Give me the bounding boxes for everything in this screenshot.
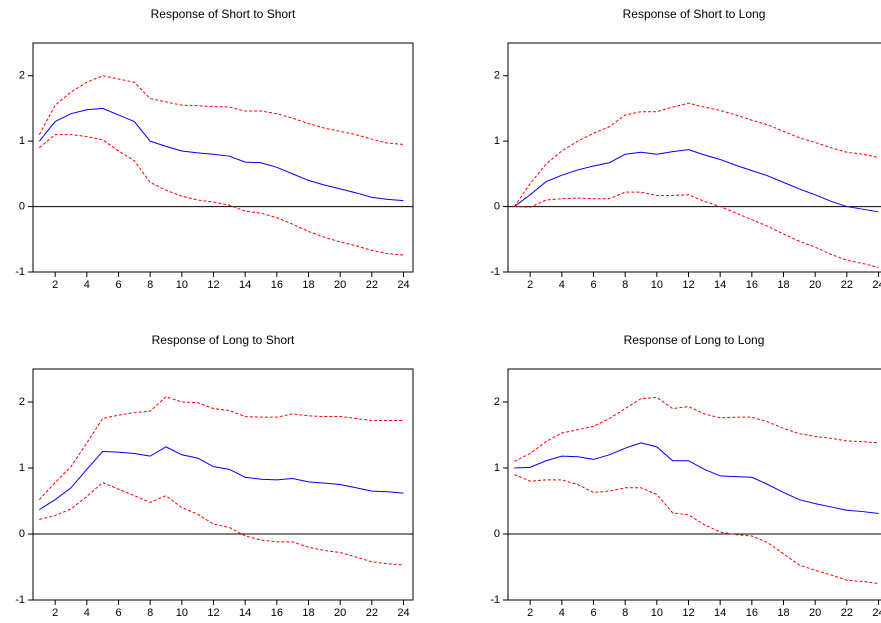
x-tick-label: 20 xyxy=(809,607,821,619)
x-tick-label: 20 xyxy=(334,607,346,619)
x-tick-label: 24 xyxy=(397,279,409,291)
x-tick-label: 8 xyxy=(147,607,153,619)
y-tick-label: 2 xyxy=(19,396,25,408)
x-tick-label: 6 xyxy=(115,607,121,619)
x-tick-label: 14 xyxy=(239,607,251,619)
y-tick-label: 2 xyxy=(494,396,500,408)
x-tick-label: 14 xyxy=(714,279,726,291)
response-line xyxy=(514,442,879,515)
y-tick-label: 2 xyxy=(19,70,25,82)
x-tick-label: 16 xyxy=(271,279,283,291)
plot-frame xyxy=(32,42,414,273)
chart-title: Response of Long to Long xyxy=(624,333,765,347)
y-tick-label: 1 xyxy=(19,462,25,474)
band-line xyxy=(514,474,879,584)
x-tick-label: 22 xyxy=(366,279,378,291)
y-tick-label: 1 xyxy=(19,135,25,147)
y-tick-label: -1 xyxy=(15,594,25,606)
plot-frame xyxy=(32,368,414,601)
y-tick-label: -1 xyxy=(15,266,25,278)
x-tick-label: 10 xyxy=(651,279,663,291)
x-tick-label: 18 xyxy=(777,279,789,291)
plot-frame xyxy=(507,368,881,601)
response-line xyxy=(39,446,404,511)
y-tick-label: -1 xyxy=(490,266,500,278)
y-tick-label: 0 xyxy=(19,528,25,540)
x-tick-label: 2 xyxy=(527,607,533,619)
x-tick-label: 24 xyxy=(397,607,409,619)
x-tick-label: 6 xyxy=(590,279,596,291)
x-tick-label: 4 xyxy=(559,279,565,291)
x-tick-label: 10 xyxy=(176,607,188,619)
band-line xyxy=(514,396,879,462)
x-tick-label: 6 xyxy=(590,607,596,619)
response-line xyxy=(38,107,404,202)
x-tick-label: 2 xyxy=(52,279,58,291)
x-tick-label: 12 xyxy=(682,607,694,619)
x-tick-label: 22 xyxy=(841,279,853,291)
x-tick-label: 18 xyxy=(302,279,314,291)
x-tick-label: 16 xyxy=(271,607,283,619)
x-tick-label: 24 xyxy=(872,279,881,291)
x-tick-label: 22 xyxy=(841,607,853,619)
y-tick-label: 1 xyxy=(494,135,500,147)
x-tick-label: 8 xyxy=(622,607,628,619)
x-tick-label: 14 xyxy=(714,607,726,619)
x-tick-label: 2 xyxy=(527,279,533,291)
x-tick-label: 18 xyxy=(302,607,314,619)
band-line xyxy=(39,134,404,256)
band-line xyxy=(38,75,404,145)
chart-title: Response of Short to Short xyxy=(151,7,296,21)
x-tick-label: 20 xyxy=(334,279,346,291)
plot-frame xyxy=(507,42,881,273)
chart-title: Response of Long to Short xyxy=(152,333,295,347)
x-tick-label: 12 xyxy=(682,279,694,291)
x-tick-label: 10 xyxy=(176,279,188,291)
band-line xyxy=(514,191,879,268)
x-tick-label: 22 xyxy=(366,607,378,619)
x-tick-label: 10 xyxy=(651,607,663,619)
y-tick-label: 1 xyxy=(494,462,500,474)
x-tick-label: 6 xyxy=(115,279,121,291)
band-line xyxy=(513,102,879,207)
x-tick-label: 24 xyxy=(872,607,881,619)
response-line xyxy=(514,149,879,213)
band-line xyxy=(39,481,404,566)
chart-title: Response of Short to Long xyxy=(623,7,766,21)
x-tick-label: 16 xyxy=(746,279,758,291)
x-tick-label: 18 xyxy=(777,607,789,619)
x-tick-label: 12 xyxy=(207,279,219,291)
x-tick-label: 8 xyxy=(622,279,628,291)
y-tick-label: 0 xyxy=(494,528,500,540)
x-tick-label: 14 xyxy=(239,279,251,291)
band-line xyxy=(38,396,404,501)
x-tick-label: 4 xyxy=(84,607,90,619)
x-tick-label: 20 xyxy=(809,279,821,291)
x-tick-label: 4 xyxy=(84,279,90,291)
y-tick-label: 0 xyxy=(19,200,25,212)
y-tick-label: 2 xyxy=(494,70,500,82)
y-tick-label: 0 xyxy=(494,200,500,212)
x-tick-label: 2 xyxy=(52,607,58,619)
x-tick-label: 8 xyxy=(147,279,153,291)
y-tick-label: -1 xyxy=(490,594,500,606)
x-tick-label: 4 xyxy=(559,607,565,619)
x-tick-label: 16 xyxy=(746,607,758,619)
x-tick-label: 12 xyxy=(207,607,219,619)
